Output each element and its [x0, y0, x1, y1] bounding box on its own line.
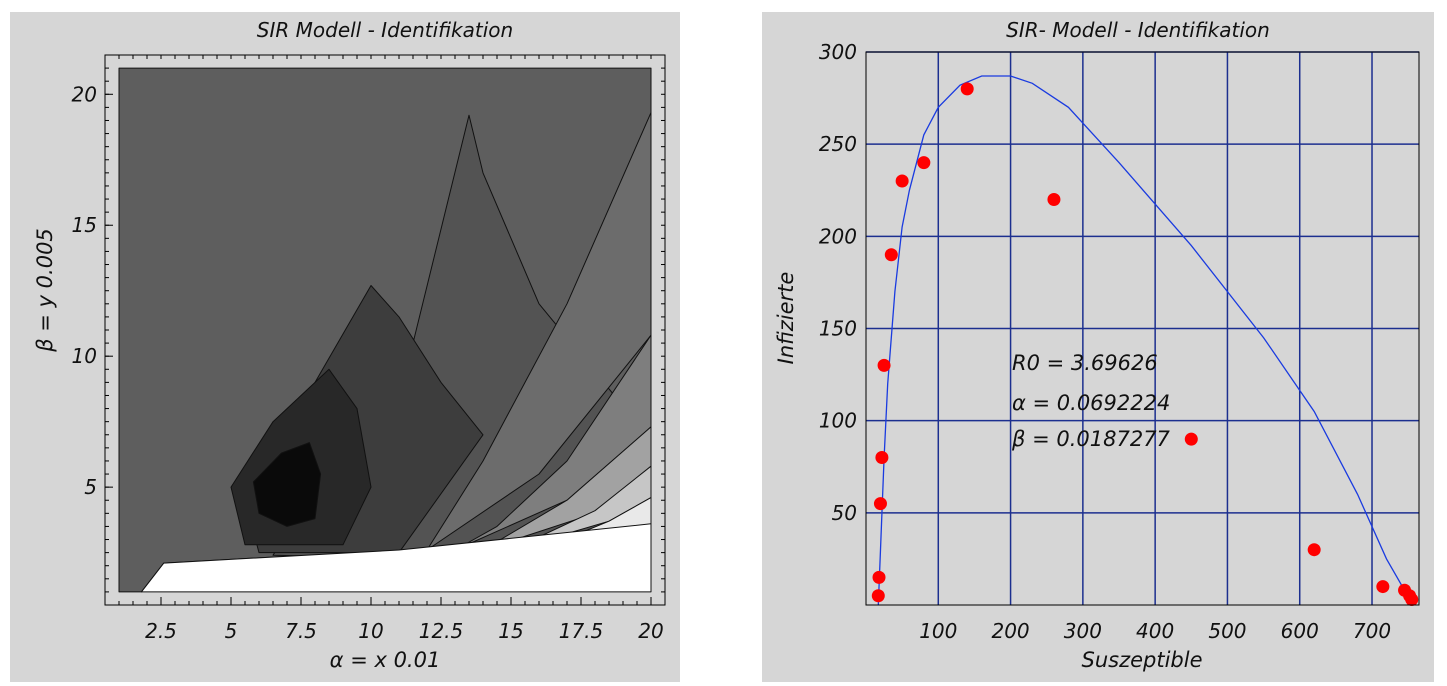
scatter-y-tick-label: 300 — [819, 40, 857, 64]
contour-y-tick-label: 15 — [72, 213, 97, 237]
data-point — [1184, 432, 1198, 446]
contour-x-tick-label: 2.5 — [145, 619, 177, 643]
scatter-frame — [865, 51, 1420, 606]
scatter-x-tick-label: 600 — [1281, 619, 1319, 643]
scatter-y-tick-label: 250 — [819, 132, 857, 156]
annotation-beta: β = 0.0187277 — [1011, 427, 1171, 451]
scatter-x-tick-label: 200 — [991, 619, 1029, 643]
contour-y-tick-label: 10 — [72, 344, 97, 368]
data-point — [875, 451, 889, 465]
data-point — [872, 570, 886, 584]
data-point — [895, 174, 909, 188]
scatter-x-tick-label: 300 — [1064, 619, 1102, 643]
scatter-x-tick-label: 500 — [1208, 619, 1246, 643]
contour-level-4 — [252, 442, 322, 527]
scatter-y-axis-label: Infizierte — [774, 272, 798, 365]
contour-x-tick-label: 15 — [498, 619, 523, 643]
contour-y-axis-label: β = y 0.005 — [33, 228, 57, 353]
annotation-alpha: α = 0.0692224 — [1012, 391, 1170, 415]
scatter-grid — [866, 51, 1419, 605]
contour-level-10 — [140, 523, 652, 593]
contour-x-tick-label: 12.5 — [419, 619, 464, 643]
data-point — [871, 589, 885, 603]
scatter-title: SIR- Modell - Identifikation — [1006, 18, 1270, 42]
contour-title: SIR Modell - Identifikation — [257, 18, 513, 42]
scatter-x-tick-label: 700 — [1353, 619, 1391, 643]
scatter-y-tick-label: 100 — [819, 409, 857, 433]
scatter-x-tick-label: 400 — [1136, 619, 1174, 643]
contour-x-tick-label: 20 — [638, 619, 663, 643]
data-point — [960, 82, 974, 96]
scatter-points — [871, 82, 1419, 606]
annotation-r0: R0 = 3.69626 — [1012, 351, 1158, 375]
scatter-ticks: 100 200 300 400 500 600 700 50 100 150 200 250 300 — [819, 40, 1391, 643]
contour-ticks: 2.5 5 7.5 10 12.5 15 17.5 20 5 10 15 20 — [72, 55, 665, 643]
contour-x-tick-label: 17.5 — [559, 619, 604, 643]
scatter-x-axis-label: Suszeptible — [1081, 648, 1202, 672]
data-point — [917, 156, 931, 170]
data-point — [884, 248, 898, 262]
scatter-fit-curve-group — [877, 75, 1413, 606]
scatter-y-tick-label: 50 — [832, 501, 857, 525]
scatter-y-tick-label: 200 — [819, 224, 857, 248]
contour-x-tick-label: 5 — [225, 619, 238, 643]
data-point — [877, 358, 891, 372]
contour-x-tick-label: 7.5 — [285, 619, 317, 643]
scatter-panel: SIR- Modell - Identifikation 100 200 300 40… — [762, 12, 1434, 682]
contour-panel: SIR Modell - Identifikation 2.5 5 7.5 10 12.… — [10, 12, 680, 682]
contour-level-8 — [510, 465, 652, 551]
contour-y-tick-label: 5 — [84, 475, 97, 499]
contour-fills — [118, 67, 652, 593]
data-point — [1047, 192, 1061, 206]
scatter-x-tick-label: 100 — [919, 619, 957, 643]
contour-level-5 — [426, 112, 652, 551]
data-point — [873, 497, 887, 511]
contour-x-tick-label: 10 — [358, 619, 383, 643]
data-point — [1307, 543, 1321, 557]
scatter-y-tick-label: 150 — [819, 317, 857, 341]
contour-x-axis-label: α = x 0.01 — [330, 648, 441, 672]
data-point — [1405, 592, 1419, 606]
data-point — [1376, 580, 1390, 594]
fit-curve — [877, 75, 1413, 606]
contour-y-tick-label: 20 — [72, 82, 97, 106]
